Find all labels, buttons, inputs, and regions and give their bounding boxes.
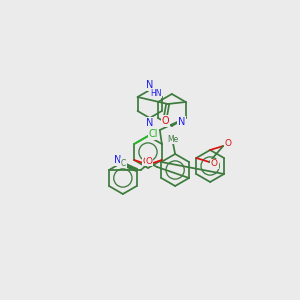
Text: O: O — [225, 140, 232, 148]
Text: Cl: Cl — [148, 129, 158, 139]
Text: N: N — [146, 80, 153, 90]
Text: N: N — [178, 117, 185, 127]
Text: N: N — [114, 155, 122, 165]
Text: HN: HN — [150, 88, 162, 98]
Text: O: O — [162, 116, 169, 126]
Text: C: C — [121, 158, 126, 167]
Text: O: O — [211, 160, 218, 169]
Text: Me: Me — [167, 134, 179, 143]
Text: O: O — [146, 157, 152, 166]
Text: O: O — [142, 157, 150, 166]
Text: N: N — [146, 118, 153, 128]
